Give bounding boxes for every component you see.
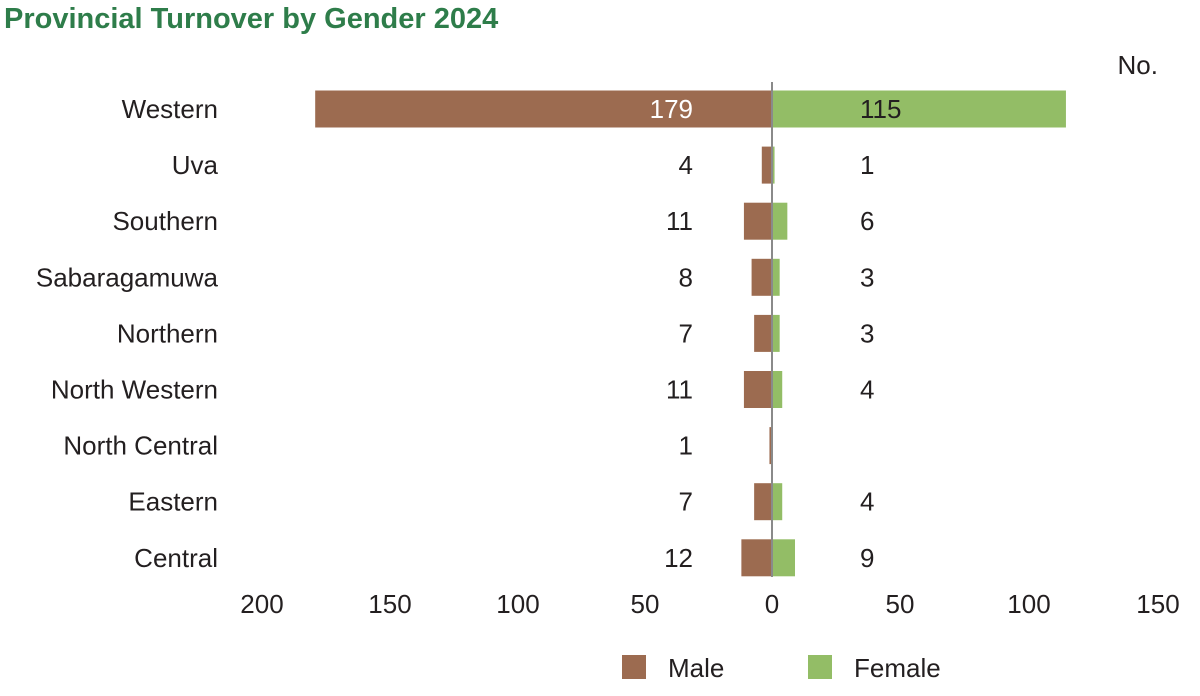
value-label-male-central: 12 (664, 543, 693, 573)
category-label-southern: Southern (112, 206, 218, 236)
bar-male-north-central (769, 427, 772, 465)
x-tick-zero: 0 (765, 589, 779, 619)
bar-female-central (772, 539, 796, 577)
bars (315, 90, 1066, 577)
value-label-female-sabaragamuwa: 3 (860, 262, 874, 292)
bar-female-north-western (772, 371, 783, 408)
category-labels: Western Uva Southern Sabaragamuwa Northern No… (36, 94, 219, 573)
legend-label-female: Female (854, 653, 941, 683)
bar-male-north-western (743, 371, 772, 408)
value-label-male-southern: 11 (666, 206, 693, 236)
value-label-male-eastern: 7 (679, 487, 693, 517)
x-tick-right-150: 150 (1136, 589, 1179, 619)
x-tick-labels: 200 150 100 50 0 50 100 150 (240, 589, 1179, 619)
legend-swatch-female (808, 655, 832, 679)
x-tick-left-50: 50 (631, 589, 660, 619)
bar-female-uva (772, 146, 775, 184)
unit-label: No. (1118, 50, 1158, 80)
value-label-male-northern: 7 (679, 318, 693, 348)
value-label-male-north-western: 11 (666, 375, 693, 405)
legend: Male Female (622, 653, 941, 683)
category-label-western: Western (122, 94, 218, 124)
bar-female-southern (772, 202, 788, 240)
bar-male-eastern (754, 483, 772, 521)
x-tick-left-100: 100 (496, 589, 539, 619)
bar-female-western (772, 90, 1066, 128)
category-label-north-central: North Central (63, 431, 218, 461)
x-tick-right-100: 100 (1007, 589, 1050, 619)
category-label-uva: Uva (172, 150, 219, 180)
x-tick-right-50: 50 (886, 589, 915, 619)
bar-male-northern (754, 314, 772, 352)
bar-male-sabaragamuwa (751, 258, 772, 296)
category-label-eastern: Eastern (128, 487, 218, 517)
chart-title: Provincial Turnover by Gender 2024 (4, 3, 498, 35)
value-label-female-uva: 1 (860, 150, 874, 180)
bar-male-central (741, 539, 772, 577)
category-label-central: Central (134, 543, 218, 573)
x-tick-left-150: 150 (368, 589, 411, 619)
value-label-female-north-western: 4 (860, 375, 874, 405)
value-label-male-western: 179 (650, 94, 693, 124)
x-tick-left-200: 200 (240, 589, 283, 619)
value-label-female-northern: 3 (860, 318, 874, 348)
bar-female-northern (772, 314, 780, 352)
bar-male-southern (743, 202, 772, 240)
legend-label-male: Male (668, 653, 724, 683)
value-label-male-north-central: 1 (679, 431, 693, 461)
value-label-male-sabaragamuwa: 8 (679, 262, 693, 292)
category-label-north-western: North Western (51, 375, 218, 405)
category-label-northern: Northern (117, 318, 218, 348)
value-label-female-central: 9 (860, 543, 874, 573)
value-label-male-uva: 4 (679, 150, 693, 180)
category-label-sabaragamuwa: Sabaragamuwa (36, 262, 219, 292)
bar-female-eastern (772, 483, 783, 521)
bar-male-western (315, 90, 772, 128)
value-label-female-eastern: 4 (860, 487, 874, 517)
bar-male-uva (761, 146, 772, 184)
bar-female-sabaragamuwa (772, 258, 780, 296)
legend-swatch-male (622, 655, 646, 679)
value-label-female-southern: 6 (860, 206, 874, 236)
value-label-female-western: 115 (860, 94, 901, 124)
